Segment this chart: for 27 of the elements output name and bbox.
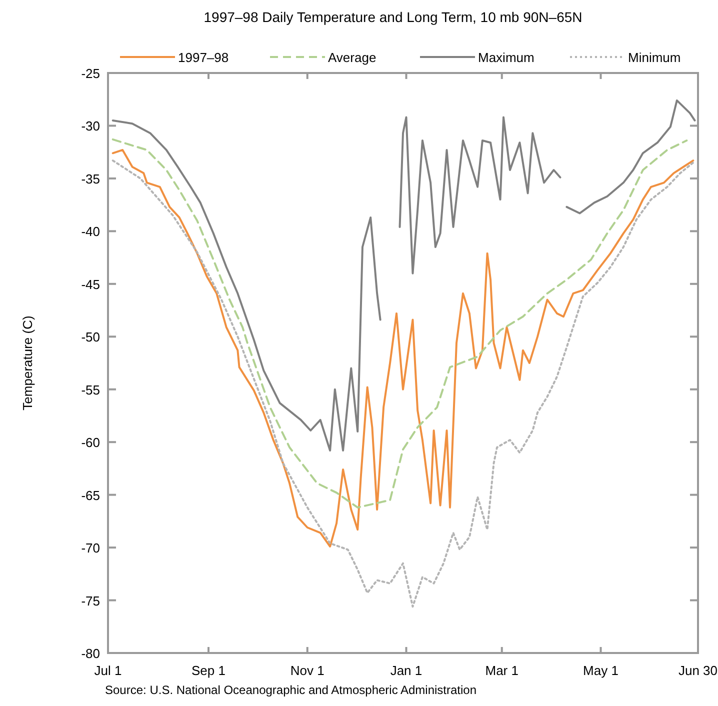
- y-axis-title: Temperature (C): [20, 316, 35, 410]
- x-tick-label: Jan 1: [390, 663, 422, 678]
- x-tick-label: May 1: [583, 663, 618, 678]
- y-tick-label: -80: [81, 646, 100, 661]
- x-tick-label: Sep 1: [192, 663, 226, 678]
- y-tick-label: -60: [81, 435, 100, 450]
- legend-label: Maximum: [478, 50, 534, 65]
- y-tick-label: -65: [81, 488, 100, 503]
- legend-label: Average: [328, 50, 376, 65]
- x-tick-label: Jul 1: [94, 663, 122, 678]
- chart-title: 1997–98 Daily Temperature and Long Term, 10 mb 90N–65N: [204, 9, 582, 25]
- y-tick-label: -40: [81, 224, 100, 240]
- y-tick-label: -45: [81, 276, 100, 292]
- y-tick-label: -25: [81, 66, 100, 81]
- x-tick-label: Nov 1: [290, 663, 324, 678]
- y-tick-label: -70: [81, 540, 100, 556]
- source-note: Source: U.S. National Oceanographic and Atmospheric Administration: [105, 683, 477, 697]
- y-tick-label: -75: [81, 593, 100, 608]
- y-tick-label: -50: [81, 330, 100, 345]
- x-tick-label: Jun 30: [678, 663, 718, 678]
- legend-label: 1997–98: [178, 50, 229, 65]
- y-tick-label: -35: [81, 171, 100, 186]
- y-tick-label: -30: [81, 118, 100, 134]
- y-tick-label: -55: [81, 382, 100, 398]
- line-series: [112, 160, 694, 608]
- x-tick-label: Mar 1: [485, 663, 518, 678]
- legend-label: Minimum: [628, 50, 681, 65]
